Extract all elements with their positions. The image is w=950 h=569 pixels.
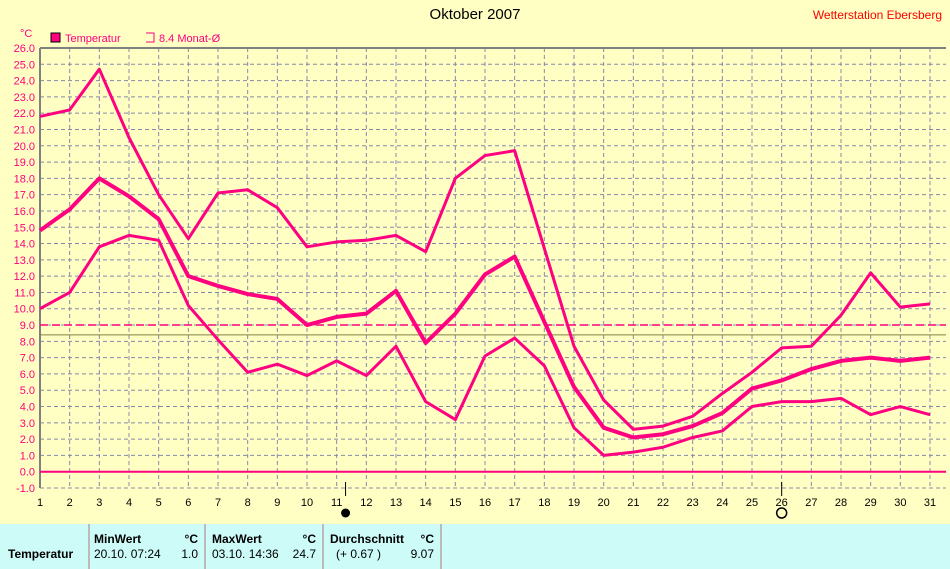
y-tick-label: 22.0 — [14, 108, 35, 120]
x-tick-label: 12 — [360, 497, 372, 509]
y-tick-label: 21.0 — [14, 124, 35, 136]
row-label: Temperatur — [8, 547, 74, 561]
x-tick-label: 14 — [420, 497, 432, 509]
avg-header: Durchschnitt — [330, 532, 405, 546]
legend-swatch-series — [50, 32, 61, 43]
x-tick-label: 7 — [215, 497, 221, 509]
avg-diff: (+ 0.67 ) — [336, 547, 382, 561]
x-tick-label: 18 — [538, 497, 550, 509]
x-tick-label: 17 — [509, 497, 521, 509]
y-tick-label: 18.0 — [14, 173, 35, 185]
x-tick-label: 28 — [835, 497, 847, 509]
x-tick-label: 16 — [479, 497, 491, 509]
x-tick-label: 19 — [568, 497, 580, 509]
x-tick-label: 25 — [746, 497, 758, 509]
x-tick-label: 22 — [657, 497, 669, 509]
chart-title: Oktober 2007 — [429, 6, 521, 23]
y-tick-label: 11.0 — [14, 287, 35, 299]
stats-table: Temperatur MinWert °C 20.10. 07:24 1.0 M… — [0, 524, 950, 569]
y-tick-label: 23.0 — [14, 92, 35, 104]
max-header: MaxWert — [212, 532, 262, 546]
y-tick-label: 13.0 — [14, 255, 35, 267]
y-tick-label: 20.0 — [14, 141, 35, 153]
min-time: 20.10. 07:24 — [94, 547, 161, 561]
y-tick-label: 9.0 — [20, 320, 35, 332]
min-header: MinWert — [94, 532, 142, 546]
x-tick-label: 10 — [301, 497, 313, 509]
x-tick-label: 11 — [331, 497, 342, 509]
avg-value: 9.07 — [410, 547, 434, 561]
y-tick-label: 5.0 — [20, 385, 35, 397]
x-tick-label: 21 — [627, 497, 639, 509]
y-tick-label: 26.0 — [14, 43, 35, 55]
unit-label: °C — [20, 28, 32, 40]
full-moon-icon — [341, 508, 351, 518]
y-tick-label: 17.0 — [14, 190, 35, 202]
x-tick-label: 24 — [716, 497, 728, 509]
x-tick-label: 20 — [598, 497, 610, 509]
x-tick-label: 30 — [894, 497, 906, 509]
max-unit: °C — [302, 532, 316, 546]
legend-swatch-average — [146, 32, 155, 43]
x-tick-label: 4 — [126, 497, 132, 509]
y-tick-label: 8.0 — [20, 336, 35, 348]
series-line-max — [39, 67, 931, 431]
series-line-temperatur — [38, 176, 931, 440]
x-tick-label: 13 — [390, 497, 402, 509]
min-unit: °C — [184, 532, 198, 546]
min-value: 1.0 — [181, 547, 198, 561]
x-tick-label: 6 — [185, 497, 191, 509]
x-tick-label: 29 — [865, 497, 877, 509]
x-tick-label: 2 — [67, 497, 73, 509]
y-tick-label: 24.0 — [14, 76, 35, 88]
y-tick-label: 19.0 — [14, 157, 35, 169]
max-value: 24.7 — [292, 547, 316, 561]
y-tick-label: 10.0 — [14, 304, 35, 316]
y-tick-label: 4.0 — [20, 402, 35, 414]
legend-series[interactable]: Temperatur — [65, 33, 121, 45]
x-tick-label: 15 — [449, 497, 461, 509]
y-tick-label: 15.0 — [14, 222, 35, 234]
legend-average[interactable]: 8.4 Monat-Ø — [159, 33, 221, 45]
x-tick-label: 26 — [776, 497, 788, 509]
station-name: Wetterstation Ebersberg — [812, 8, 942, 22]
y-tick-label: 6.0 — [20, 369, 35, 381]
max-time: 03.10. 14:36 — [212, 547, 279, 561]
x-tick-label: 8 — [245, 497, 251, 509]
x-tick-label: 9 — [274, 497, 280, 509]
y-tick-label: 12.0 — [14, 271, 35, 283]
x-tick-label: 23 — [687, 497, 699, 509]
avg-unit: °C — [420, 532, 434, 546]
x-tick-label: 5 — [156, 497, 162, 509]
x-tick-label: 3 — [96, 497, 102, 509]
y-tick-label: 0.0 — [20, 467, 35, 479]
y-tick-label: -1.0 — [16, 483, 35, 495]
temperature-chart: °C Temperatur 8.4 Monat-Ø 26.025.024.023… — [14, 28, 946, 519]
x-tick-label: 1 — [37, 497, 43, 509]
y-tick-label: 2.0 — [20, 434, 35, 446]
y-tick-label: 7.0 — [20, 353, 35, 365]
y-tick-label: 14.0 — [14, 239, 35, 251]
new-moon-icon — [775, 507, 788, 519]
series-line-min — [39, 233, 931, 457]
y-tick-label: 1.0 — [20, 450, 35, 462]
x-tick-label: 27 — [805, 497, 817, 509]
y-tick-label: 3.0 — [20, 418, 35, 430]
x-tick-label: 31 — [924, 497, 936, 509]
y-tick-label: 25.0 — [14, 59, 35, 71]
y-tick-label: 16.0 — [14, 206, 35, 218]
